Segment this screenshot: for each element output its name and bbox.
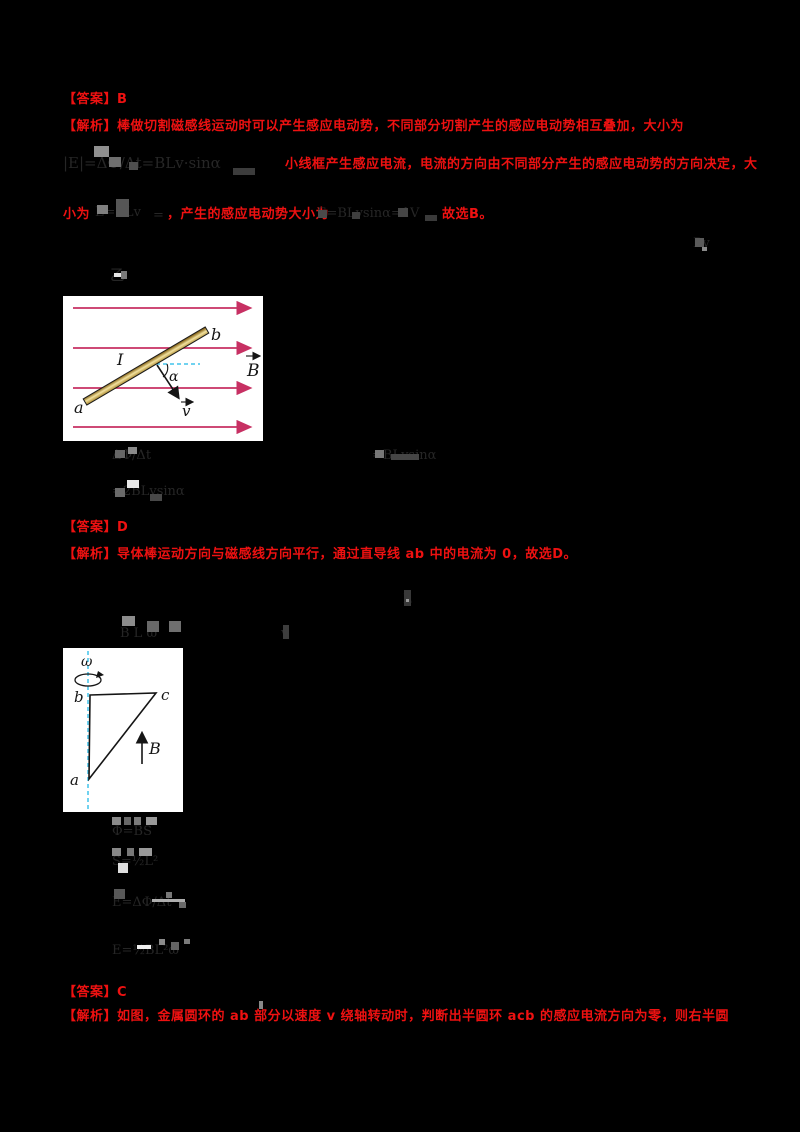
triangle-loop (88, 692, 158, 782)
formula-speck (114, 273, 122, 277)
analysis-3: 【解析】如图，金属圆环的 ab 部分以速度 v 绕轴转动时，判断出半圆环 acb… (63, 1009, 729, 1024)
analysis-1: 【解析】棒做切割磁感线运动时可以产生感应电动势，不同部分切割产生的感应电动势相互… (63, 119, 685, 134)
analysis-2: 【解析】导体棒运动方向与磁感线方向平行，通过直导线 ab 中的电流为 0，故选D… (63, 547, 577, 562)
formula-speck (283, 625, 289, 639)
label-a: a (70, 771, 79, 789)
formula-speck (112, 848, 121, 856)
formula-fragment: E=ΔΦ/Δt (112, 895, 172, 910)
formula-speck (391, 454, 419, 460)
formula-speck (259, 1001, 263, 1009)
label-c: c (161, 686, 170, 704)
formula-speck (166, 892, 172, 898)
analysis-1-row3c: 故选B。 (442, 207, 493, 222)
formula-speck (398, 208, 408, 217)
formula-speck (159, 939, 165, 945)
analysis-1-row3b: ，产生的感应电动势大小为 (167, 207, 330, 222)
rotation-arrowhead (96, 671, 104, 678)
formula-speck (150, 494, 162, 501)
formula-speck (121, 271, 127, 279)
analysis-1-row2: 小线框产生感应电流，电流的方向由不同部分产生的感应电动势的方向决定，大 (285, 157, 758, 172)
formula-speck (702, 247, 707, 251)
label-b: b (74, 688, 84, 706)
formula-speck (127, 480, 139, 488)
analysis-1-row3a: 小为 (63, 207, 91, 222)
answer-1: 【答案】B (63, 92, 128, 107)
formula-speck (94, 146, 109, 157)
formula-speck (97, 205, 108, 214)
formula-speck (109, 157, 121, 167)
formula-speck (375, 450, 384, 458)
formula-speck (233, 168, 255, 175)
fraction-bar (152, 899, 185, 902)
formula-speck (352, 212, 360, 219)
label-velocity: v (182, 402, 191, 420)
label-current: I (116, 350, 124, 369)
figure-rotating-loop: ω b c a B (63, 648, 183, 812)
formula-speck (406, 599, 409, 602)
label-angle: α (169, 369, 179, 385)
angle-arc (162, 363, 169, 378)
formula-speck (179, 902, 186, 908)
label-a: a (74, 398, 84, 417)
formula-speck (112, 817, 121, 825)
formula-speck (118, 863, 128, 873)
label-omega: ω (81, 654, 93, 670)
formula-speck (695, 238, 704, 247)
formula-speck (124, 817, 131, 825)
rotation-arrow (74, 673, 102, 687)
formula-fragment: E=BLvsinα=1V (317, 206, 420, 221)
formula-fragment: E=½BL²ω (112, 943, 179, 958)
formula-speck (115, 450, 125, 458)
figure-rod-in-field: a b I α v B (63, 296, 263, 441)
formula-emf-main: |E|=ΔΦ/Δt=BLv·sinα (63, 154, 221, 172)
formula-speck (147, 621, 159, 632)
formula-fragment: = (153, 208, 164, 223)
label-field: B (148, 739, 161, 758)
formula-speck (122, 616, 135, 626)
formula-speck (139, 848, 152, 856)
conducting-rod (82, 326, 210, 406)
label-field: B (246, 361, 260, 381)
formula-speck (318, 210, 327, 218)
answer-2: 【答案】D (63, 520, 129, 535)
fraction-bar (137, 945, 151, 949)
formula-speck (127, 848, 134, 856)
formula-speck (116, 199, 129, 217)
formula-speck (404, 590, 411, 606)
field-line-arrows (73, 300, 253, 435)
formula-speck (114, 889, 125, 899)
formula-speck (134, 817, 141, 825)
formula-speck (115, 488, 125, 497)
formula-speck (425, 215, 437, 221)
formula-speck (171, 942, 179, 950)
answer-3: 【答案】C (63, 985, 128, 1000)
label-b: b (211, 325, 221, 344)
formula-speck (169, 621, 181, 632)
formula-speck (146, 817, 157, 825)
velocity-arrow (156, 364, 180, 400)
formula-speck (128, 447, 137, 454)
formula-speck (184, 939, 190, 944)
formula-speck (129, 162, 138, 170)
formula-fragment: Φ=BS (112, 824, 153, 839)
